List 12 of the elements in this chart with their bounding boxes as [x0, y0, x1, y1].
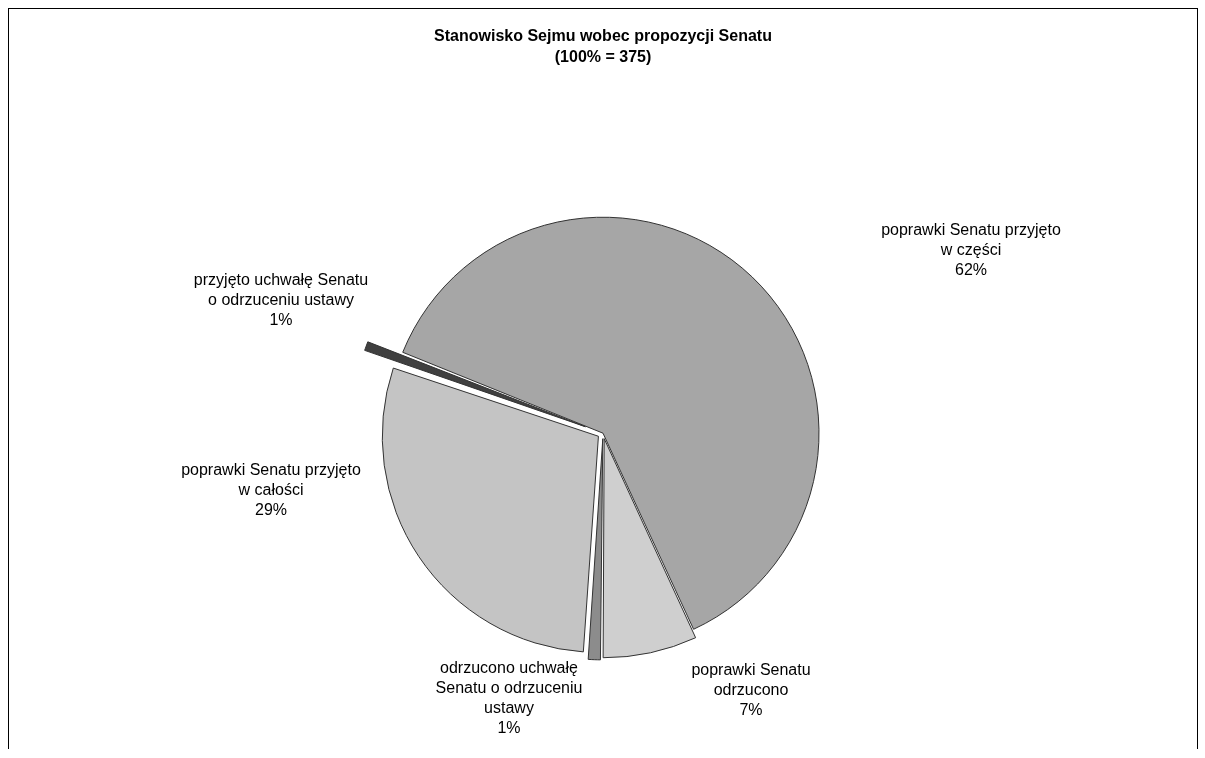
slice-label: przyjęto uchwałę Senatu o odrzuceniu ustawy: [193, 271, 369, 309]
data-label: 1%: [497, 719, 521, 737]
chart-subtitle: (100% = 375): [554, 48, 652, 66]
data-label: 7%: [739, 701, 763, 719]
data-label: 62%: [954, 261, 988, 279]
slice-label: poprawki Senatu odrzucono: [691, 661, 811, 699]
data-label: 1%: [269, 311, 293, 329]
slice-label: poprawki Senatu przyjęto w części: [881, 221, 1061, 259]
data-label: 29%: [254, 501, 288, 519]
chart-title: Stanowisko Sejmu wobec propozycji Senatu: [434, 27, 772, 45]
slice-label: poprawki Senatu przyjęto w całości: [181, 461, 361, 499]
slice-label: odrzucono uchwałę Senatu o odrzuceniu ustawy: [435, 659, 583, 717]
